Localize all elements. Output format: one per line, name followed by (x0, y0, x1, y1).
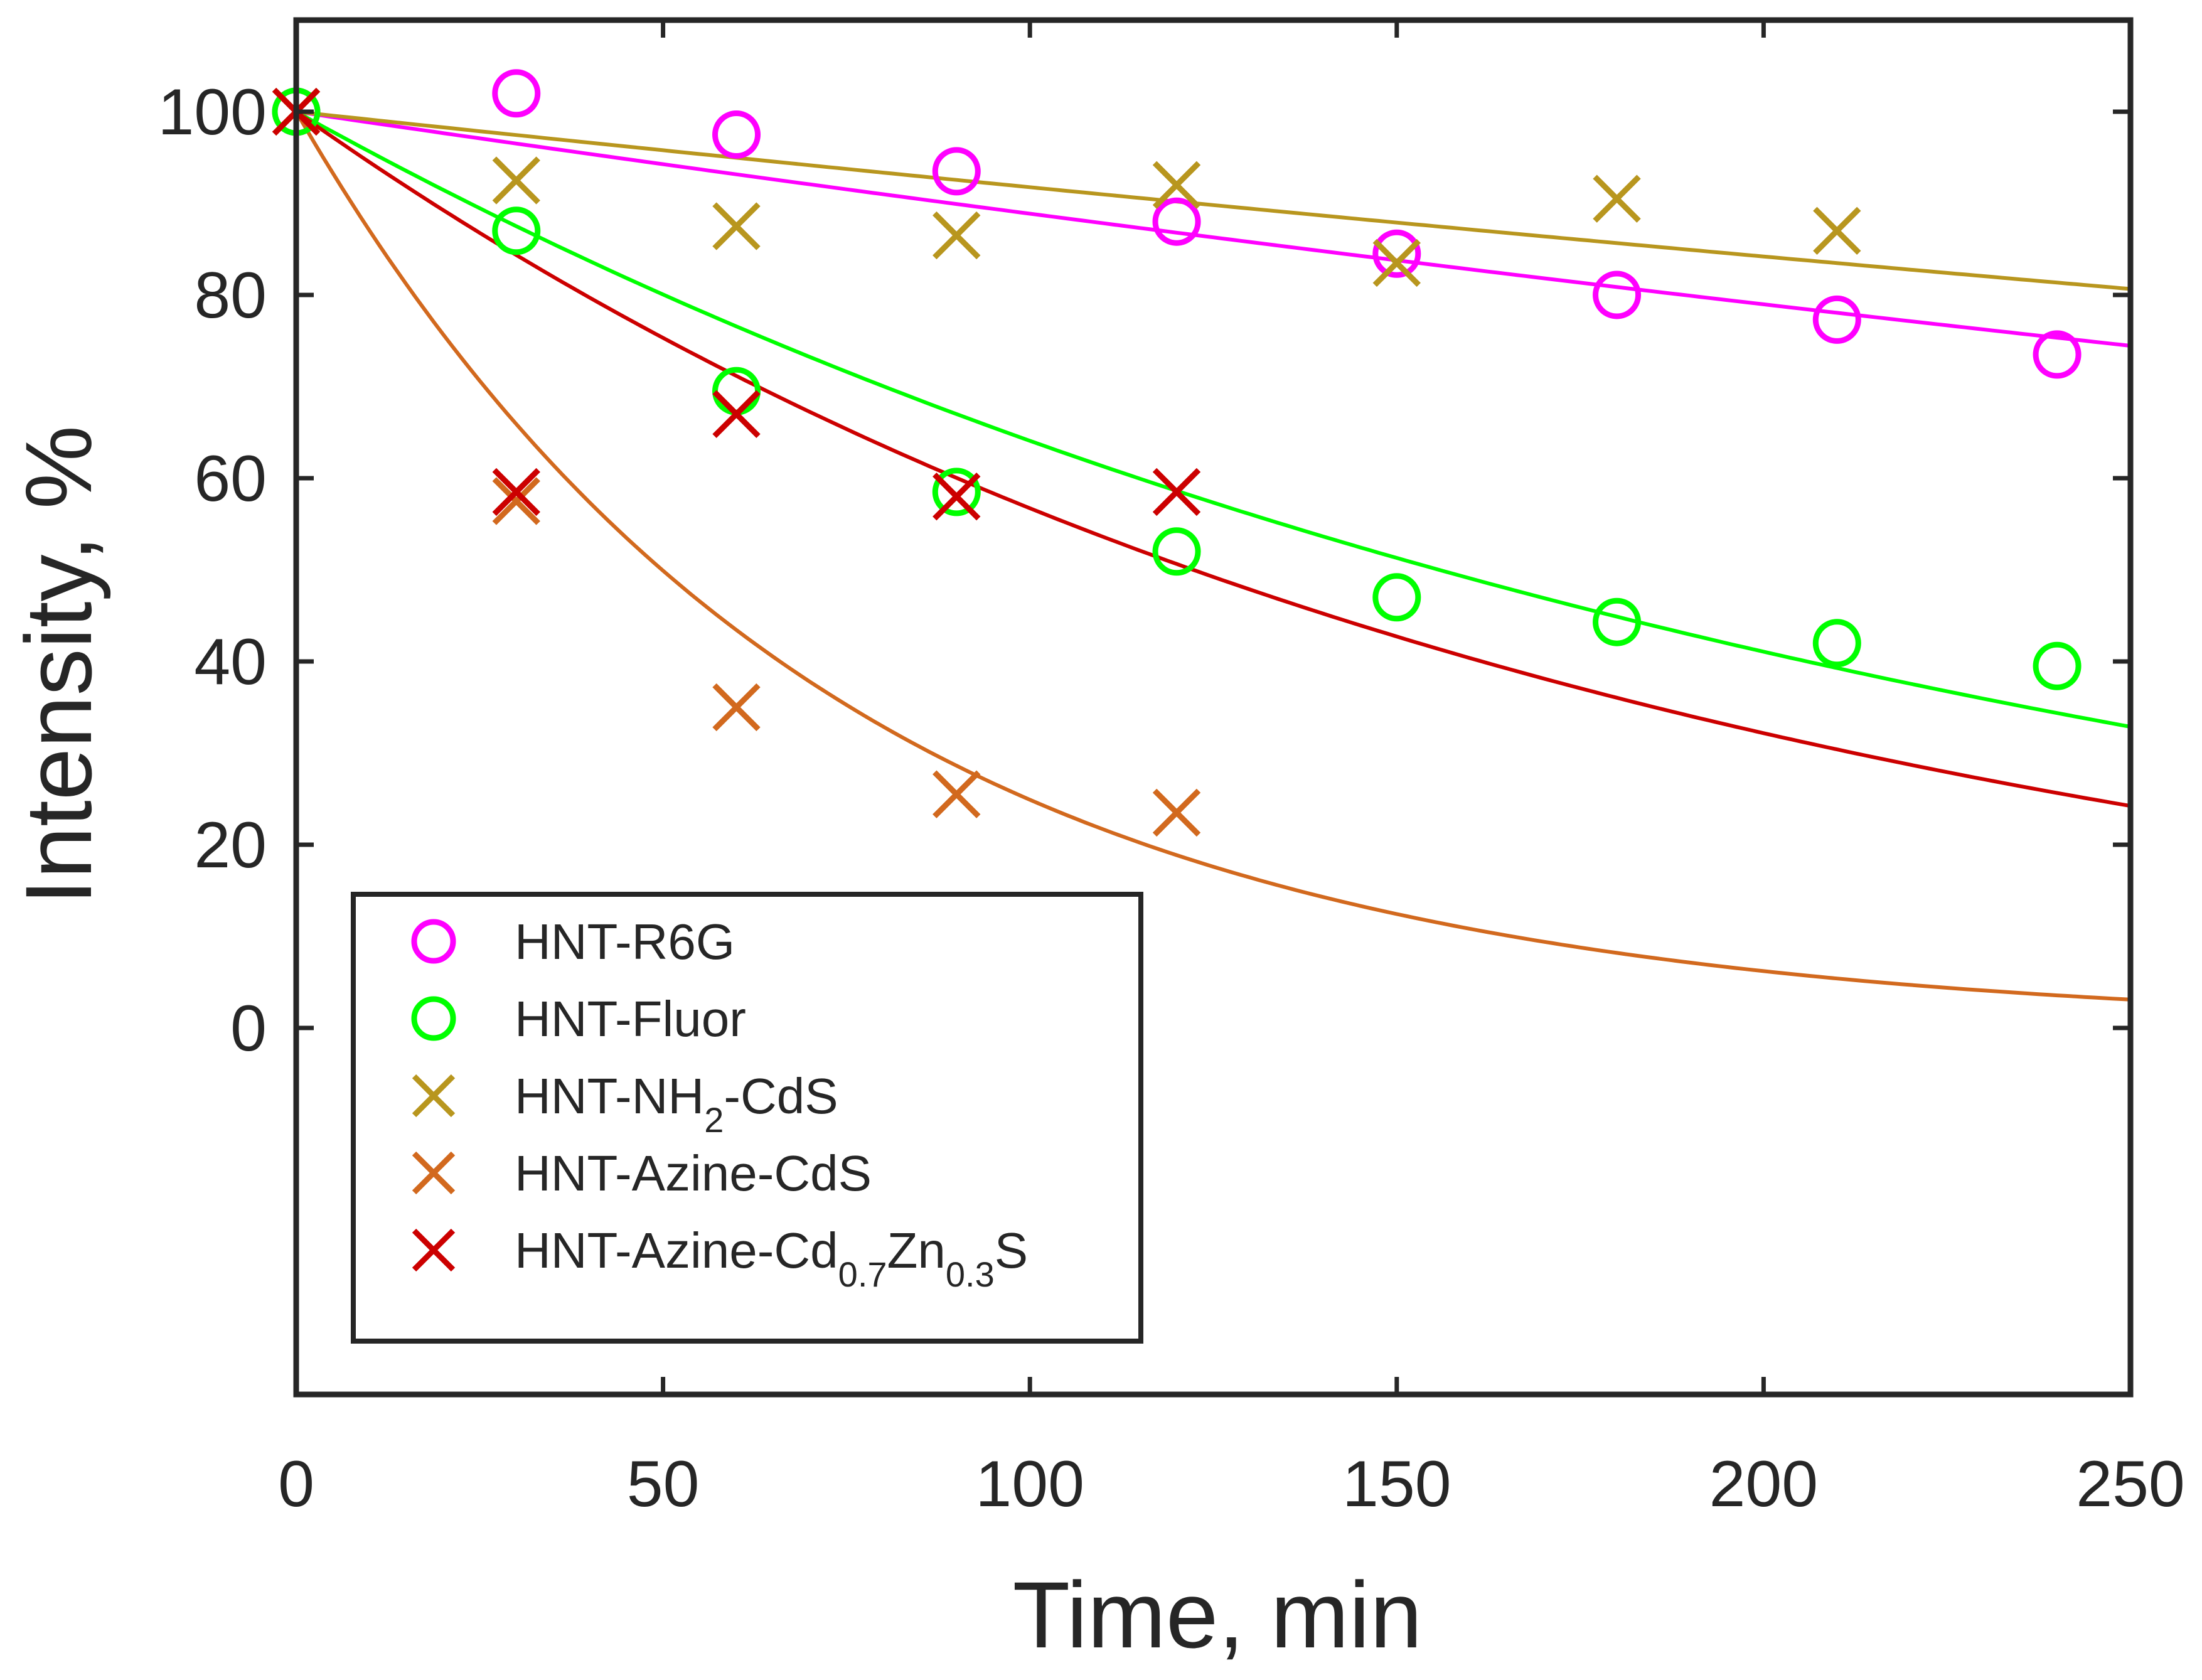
data-point-series-5-3 (712, 390, 761, 438)
axes-frame (293, 17, 2134, 1398)
fit-line-series-2 (295, 110, 2131, 729)
x-tick-label: 250 (2076, 1448, 2185, 1521)
legend-marker-series-4 (412, 1151, 456, 1195)
data-point-series-1-4 (932, 147, 981, 196)
legend-label-series-1: HNT-R6G (515, 914, 735, 970)
legend-marker-series-2 (411, 996, 456, 1041)
legend-marker-series-3 (412, 1074, 456, 1118)
legend-label-series-5: HNT-Azine-Cd0.7Zn0.3S (515, 1223, 1028, 1294)
data-point-series-2-7 (1593, 597, 1642, 646)
x-tick-label: 0 (278, 1448, 314, 1521)
data-point-series-2-6 (1372, 573, 1421, 622)
y-tick-label: 20 (194, 809, 267, 882)
data-point-series-1-9 (2033, 330, 2082, 379)
data-point-series-2-5 (1152, 527, 1201, 576)
x-tick-label: 150 (1342, 1448, 1451, 1521)
legend-label-series-2: HNT-Fluor (515, 991, 746, 1047)
legend-marker-series-5 (412, 1228, 456, 1272)
data-point-series-4-2 (492, 477, 540, 525)
y-axis-label: Intensity, % (6, 425, 111, 905)
data-point-series-3-5 (1152, 161, 1201, 209)
data-point-series-3-4 (933, 211, 981, 260)
data-point-series-3-3 (712, 202, 761, 250)
data-point-series-5-4 (933, 473, 981, 521)
data-point-series-4-3 (712, 683, 761, 732)
legend-label-series-3: HNT-NH2-CdS (515, 1068, 838, 1140)
data-point-series-3-6 (1372, 238, 1421, 287)
legend: HNT-R6G HNT-Fluor HNT-NH2-CdSHNT-Azine-CdS… (351, 892, 1143, 1344)
data-point-series-2-4 (932, 468, 981, 516)
data-point-series-1-2 (492, 69, 541, 118)
data-point-series-1-5 (1152, 197, 1201, 246)
y-tick-label: 40 (194, 626, 267, 698)
fit-line-series-5 (295, 110, 2131, 808)
data-point-series-2-9 (2033, 641, 2082, 690)
data-point-series-1-6 (1372, 229, 1421, 278)
y-tick-label: 80 (194, 259, 267, 332)
legend-marker-series-1 (411, 919, 456, 964)
fit-line-series-3 (296, 110, 2131, 291)
data-point-series-3-7 (1593, 174, 1641, 223)
data-point-series-1-7 (1593, 270, 1642, 319)
data-point-series-2-2 (492, 206, 541, 255)
data-point-series-5-2 (492, 468, 540, 516)
x-tick-label: 100 (975, 1448, 1084, 1521)
fit-line-series-4 (294, 110, 2131, 1002)
plot-area (272, 69, 2131, 1002)
data-point-series-5-5 (1152, 468, 1201, 516)
y-tick-label: 0 (230, 992, 267, 1065)
y-tick-label: 60 (194, 442, 267, 515)
legend-box (351, 892, 1143, 1344)
data-point-series-2-8 (1812, 619, 1861, 668)
data-point-series-1-3 (712, 110, 761, 159)
y-tick-label: 100 (158, 76, 267, 149)
data-point-series-4-5 (1152, 788, 1201, 837)
x-axis-label: Time, min (1013, 1562, 1423, 1667)
data-point-series-1-8 (1812, 295, 1861, 344)
legend-label-series-4: HNT-Azine-CdS (515, 1145, 872, 1201)
x-tick-label: 200 (1709, 1448, 1819, 1521)
data-point-series-3-2 (492, 156, 540, 205)
data-point-series-4-4 (933, 770, 981, 818)
x-tick-label: 50 (627, 1448, 700, 1521)
fit-line-series-1 (296, 110, 2131, 348)
data-point-series-3-8 (1813, 206, 1861, 255)
